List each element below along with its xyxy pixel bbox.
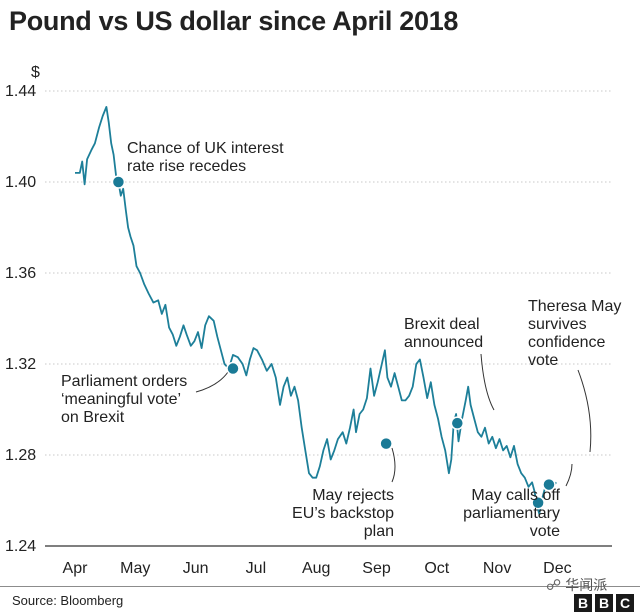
bbc-block-b1: B (574, 594, 592, 612)
leader-line-backstop (391, 447, 396, 483)
y-tick-label: 1.40 (5, 174, 36, 191)
tick-layer: 1.24 1.28 1.32 1.36 1.40 1.44 Apr May Jun Jul Aug S… (5, 83, 572, 577)
annotation-line: Parliament orders (61, 373, 187, 390)
leader-line-confidence-vote (577, 369, 592, 453)
event-marker-confidence-vote (542, 477, 556, 492)
annotation-line: parliamentary (463, 505, 560, 522)
annotation-line: Chance of UK interest (127, 140, 284, 157)
line-chart: 1.24 1.28 1.32 1.36 1.40 1.44 Apr May Jun Jul Aug S… (5, 64, 621, 577)
annotation-confidence-vote: Theresa May survives confidence vote (528, 298, 621, 369)
series-line-0 (75, 106, 557, 515)
leader-line-calls-off-vote (565, 463, 573, 487)
bbc-block-b2: B (595, 594, 613, 612)
annotation-line: plan (364, 523, 394, 540)
chart-title: Pound vs US dollar since April 2018 (9, 6, 459, 36)
bbc-block-c: C (616, 594, 634, 612)
annotation-line: vote (530, 523, 560, 540)
leader-line-brexit-deal (480, 353, 495, 411)
y-tick-label: 1.32 (5, 356, 36, 373)
event-marker-backstop (379, 436, 393, 451)
x-tick-label: Dec (543, 560, 571, 577)
x-tick-label: Aug (302, 560, 330, 577)
watermark-text: 华闻派 (565, 577, 608, 593)
annotation-line: confidence (528, 334, 605, 351)
y-tick-label: 1.24 (5, 538, 36, 555)
bbc-logo: B B C (574, 594, 634, 612)
annotation-line: on Brexit (61, 409, 125, 426)
chat-bubble-icon: ☍ (546, 577, 562, 594)
annotation-brexit-deal: Brexit deal announced (404, 316, 483, 351)
event-marker-brexit-deal (450, 416, 465, 430)
source-note: Source: Bloomberg (12, 593, 124, 608)
annotation-layer: Chance of UK interest rate rise recedes Pa… (61, 140, 621, 540)
annotation-line: ‘meaningful vote’ (61, 391, 181, 408)
x-tick-label: Nov (483, 560, 511, 577)
series-layer (75, 106, 557, 515)
y-tick-label: 1.36 (5, 265, 36, 282)
annotation-line: vote (528, 352, 558, 369)
event-marker-meaningful-vote (226, 361, 240, 376)
annotation-line: rate rise recedes (127, 158, 246, 175)
annotation-line: May rejects (312, 487, 394, 504)
annotation-calls-off-vote: May calls off parliamentary vote (463, 487, 560, 540)
annotation-line: EU’s backstop (292, 505, 394, 522)
annotation-interest-rate: Chance of UK interest rate rise recedes (127, 140, 284, 175)
watermark: ☍ 华闻派 (546, 575, 607, 595)
grid-layer (45, 90, 612, 547)
leader-line-meaningful-vote (195, 371, 229, 393)
x-tick-label: Apr (63, 560, 89, 577)
footer-divider (0, 586, 640, 587)
x-tick-label: May (120, 560, 150, 577)
annotation-line: survives (528, 316, 587, 333)
annotation-line: May calls off (471, 487, 560, 504)
annotation-line: Theresa May (528, 298, 621, 315)
x-tick-label: Sep (362, 560, 391, 577)
y-tick-label: 1.28 (5, 447, 36, 464)
event-marker-calls-off-vote (531, 496, 545, 510)
y-axis-label: $ (31, 64, 40, 81)
event-marker-interest-rate (111, 175, 126, 189)
x-tick-label: Oct (424, 560, 449, 577)
x-tick-label: Jul (246, 560, 266, 577)
y-tick-label: 1.44 (5, 83, 36, 100)
annotation-backstop: May rejects EU’s backstop plan (292, 487, 394, 540)
annotation-line: announced (404, 334, 483, 351)
annotation-meaningful-vote: Parliament orders ‘meaningful vote’ on Bre… (61, 373, 187, 426)
annotation-line: Brexit deal (404, 316, 480, 333)
x-tick-label: Jun (183, 560, 209, 577)
